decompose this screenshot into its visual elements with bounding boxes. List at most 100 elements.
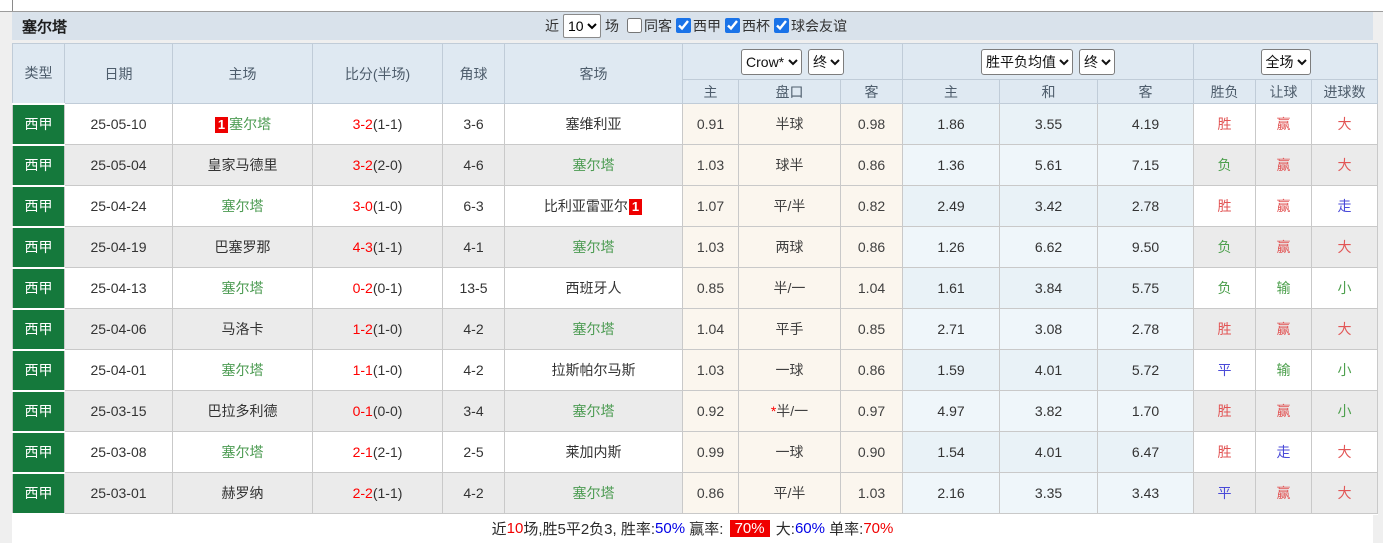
team-name: 赫罗纳 bbox=[221, 485, 264, 501]
result-wdl-cell: 胜 bbox=[1193, 308, 1257, 350]
table-row: 西甲 25-04-06 马洛卡 1-2(1-0) 4-2 塞尔塔 1.04 平手… bbox=[12, 307, 1379, 351]
matches-label: 场 bbox=[605, 18, 619, 34]
team-name: 塞维利亚 bbox=[565, 116, 622, 132]
footer-segment: 大: bbox=[771, 521, 795, 538]
team-name: 塞尔塔 bbox=[572, 239, 615, 255]
fulltime-score: 2-2 bbox=[352, 485, 373, 501]
avg-draw-cell: 3.42 bbox=[999, 185, 1099, 227]
bookmaker-time-select[interactable]: 终 bbox=[808, 48, 845, 75]
date-cell: 25-03-15 bbox=[64, 390, 173, 432]
filter-controls: 近 10 场 同客 西甲 西杯 球会友谊 bbox=[545, 12, 847, 40]
checkbox-球会友谊[interactable] bbox=[774, 18, 789, 34]
filter-西甲[interactable]: 西甲 bbox=[676, 16, 721, 36]
fulltime-score: 3-0 bbox=[352, 198, 373, 214]
date-cell: 25-04-06 bbox=[64, 308, 173, 350]
asterisk-marker: * bbox=[770, 403, 777, 419]
recent-count-select[interactable]: 10 bbox=[563, 14, 601, 38]
rank-badge: 1 bbox=[214, 117, 229, 133]
result-handicap-cell: 走 bbox=[1255, 431, 1313, 473]
corner-cell: 6-3 bbox=[442, 185, 505, 227]
bookmaker-select[interactable]: Crow* bbox=[741, 48, 803, 75]
home-team-cell: 皇家马德里 bbox=[172, 144, 313, 186]
odds-away-cell: 0.85 bbox=[839, 308, 904, 350]
fulltime-score: 0-2 bbox=[352, 280, 373, 296]
away-team-cell: 拉斯帕尔马斯 bbox=[504, 349, 683, 391]
result-goals-cell: 大 bbox=[1311, 103, 1379, 145]
odds-home-cell: 0.85 bbox=[682, 267, 739, 309]
odds-home-cell: 1.03 bbox=[682, 349, 739, 391]
away-team-cell: 塞维利亚 bbox=[504, 103, 683, 145]
result-handicap-cell: 输 bbox=[1255, 267, 1313, 309]
halftime-score: (1-0) bbox=[372, 362, 403, 378]
result-handicap-cell: 赢 bbox=[1255, 185, 1313, 227]
away-team-cell: 塞尔塔 bbox=[504, 472, 683, 514]
avg-draw-cell: 4.01 bbox=[999, 431, 1099, 473]
checkbox-西杯[interactable] bbox=[725, 18, 740, 34]
avg-away-cell: 2.78 bbox=[1097, 185, 1195, 227]
handicap-cell: 一球 bbox=[738, 349, 841, 391]
subheader-avg-home: 主 bbox=[902, 79, 1001, 104]
filter-同客[interactable]: 同客 bbox=[627, 16, 672, 36]
odds-away-cell: 0.82 bbox=[839, 185, 904, 227]
footer-segment: 60% bbox=[794, 520, 825, 537]
fulltime-score: 1-2 bbox=[352, 321, 373, 337]
team-name: 马洛卡 bbox=[221, 321, 264, 337]
score-cell: 3-2(2-0) bbox=[312, 144, 443, 186]
avg-home-cell: 2.16 bbox=[902, 472, 1001, 514]
avg-away-cell: 6.47 bbox=[1097, 431, 1195, 473]
result-goals-cell: 大 bbox=[1311, 431, 1379, 473]
odds-away-cell: 0.98 bbox=[839, 103, 904, 145]
checkbox-label: 球会友谊 bbox=[791, 17, 847, 34]
avg-draw-cell: 3.55 bbox=[999, 103, 1099, 145]
team-name: 塞尔塔 bbox=[572, 321, 615, 337]
result-handicap-cell: 赢 bbox=[1255, 390, 1313, 432]
avg-away-cell: 5.72 bbox=[1097, 349, 1195, 391]
footer-segment: 单率: bbox=[824, 521, 864, 538]
average-select[interactable]: 胜平负均值 bbox=[981, 48, 1074, 75]
home-team-cell: 塞尔塔 bbox=[172, 185, 313, 227]
halftime-score: (1-1) bbox=[372, 485, 403, 501]
date-cell: 25-05-10 bbox=[64, 103, 173, 145]
score-cell: 0-2(0-1) bbox=[312, 267, 443, 309]
avg-home-cell: 2.71 bbox=[902, 308, 1001, 350]
result-handicap-cell: 赢 bbox=[1255, 308, 1313, 350]
team-name: 比利亚雷亚尔 bbox=[543, 198, 628, 214]
average-time-select[interactable]: 终 bbox=[1079, 48, 1116, 75]
date-cell: 25-04-24 bbox=[64, 185, 173, 227]
table-row: 西甲 25-05-04 皇家马德里 3-2(2-0) 4-6 塞尔塔 1.03 … bbox=[12, 143, 1379, 187]
league-cell: 西甲 bbox=[12, 184, 65, 228]
score-cell: 2-1(2-1) bbox=[312, 431, 443, 473]
col-header-away: 客场 bbox=[504, 43, 683, 104]
footer-segment: 10 bbox=[506, 520, 524, 537]
checkbox-同客[interactable] bbox=[627, 18, 642, 34]
score-cell: 3-2(1-1) bbox=[312, 103, 443, 145]
away-team-cell: 比利亚雷亚尔 1 bbox=[504, 185, 683, 227]
avg-home-cell: 1.59 bbox=[902, 349, 1001, 391]
avg-draw-cell: 3.35 bbox=[999, 472, 1099, 514]
handicap-cell: 两球 bbox=[738, 226, 841, 268]
result-goals-cell: 小 bbox=[1311, 390, 1379, 432]
divider bbox=[12, 0, 13, 11]
odds-away-cell: 0.86 bbox=[839, 349, 904, 391]
result-goals-cell: 小 bbox=[1311, 349, 1379, 391]
odds-home-cell: 0.86 bbox=[682, 472, 739, 514]
away-team-cell: 西班牙人 bbox=[504, 267, 683, 309]
odds-away-cell: 0.90 bbox=[839, 431, 904, 473]
home-team-cell: 马洛卡 bbox=[172, 308, 313, 350]
avg-home-cell: 1.61 bbox=[902, 267, 1001, 309]
odds-home-cell: 1.03 bbox=[682, 226, 739, 268]
summary-footer: 近 10 场,胜5平2负3, 胜率: 50% 赢率: 70% 大: 60% 单率: 70% bbox=[12, 514, 1373, 543]
team-name: 塞尔塔 bbox=[221, 444, 264, 460]
result-wdl-cell: 负 bbox=[1193, 267, 1257, 309]
checkbox-西甲[interactable] bbox=[676, 18, 691, 34]
filter-球会友谊[interactable]: 球会友谊 bbox=[774, 16, 847, 36]
col-header-date: 日期 bbox=[64, 43, 173, 104]
team-name: 塞尔塔 bbox=[221, 280, 264, 296]
home-team-cell: 塞尔塔 bbox=[172, 431, 313, 473]
scope-select[interactable]: 全场 bbox=[1260, 48, 1311, 75]
avg-draw-cell: 5.61 bbox=[999, 144, 1099, 186]
result-wdl-cell: 负 bbox=[1193, 144, 1257, 186]
score-cell: 4-3(1-1) bbox=[312, 226, 443, 268]
handicap-cell: 平/半 bbox=[738, 185, 841, 227]
filter-西杯[interactable]: 西杯 bbox=[725, 16, 770, 36]
